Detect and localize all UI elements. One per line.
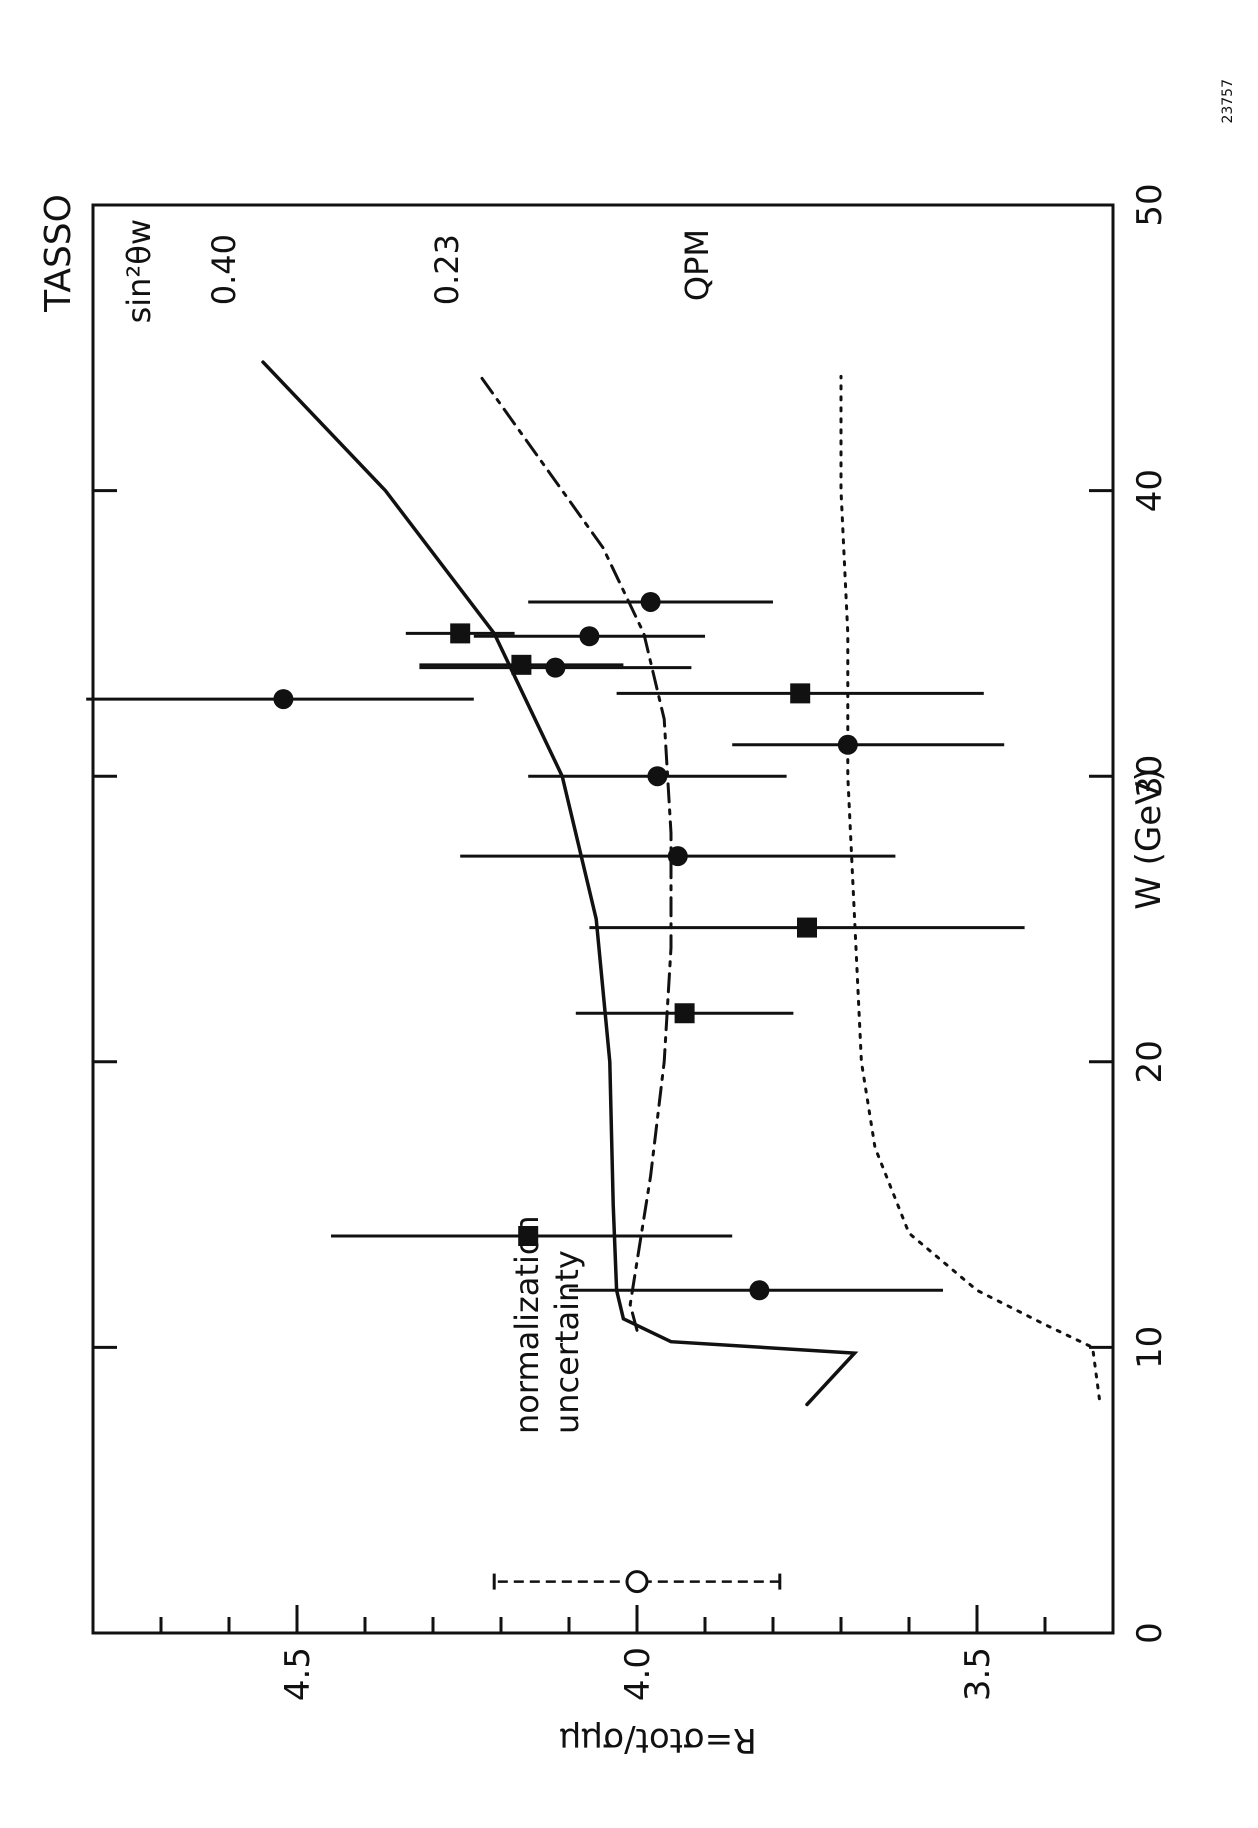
chart-title: TASSO xyxy=(38,194,79,313)
data-point-circle xyxy=(579,626,600,647)
tick-marks: 0 10 20 30 40 50 3.5 4.0 4.5 xyxy=(93,183,1170,1701)
data-point-circle xyxy=(667,846,688,867)
corner-number: 23757 xyxy=(1220,79,1236,124)
data-point-circle xyxy=(545,657,566,678)
data-point-square xyxy=(511,654,532,675)
data-point-square xyxy=(450,623,471,644)
y-axis-label: R=σtot/σμμ xyxy=(559,1720,756,1760)
y-tick-label: 4.0 xyxy=(618,1647,658,1701)
x-tick-label: 30 xyxy=(1130,755,1170,798)
normalization-marker xyxy=(492,1570,782,1594)
data-point-circle xyxy=(640,591,661,612)
plot-frame xyxy=(91,203,1115,1635)
curve-label-023: 0.23 xyxy=(428,234,466,305)
data-point-square xyxy=(790,683,811,704)
x-tick-label: 50 xyxy=(1130,183,1170,226)
legend-title: sin²θw xyxy=(120,219,158,323)
curve-023 xyxy=(479,374,673,1332)
theory-curves xyxy=(261,360,1101,1407)
curve-040 xyxy=(261,360,859,1407)
curve-QPM xyxy=(839,374,1101,1401)
data-point-square xyxy=(797,917,817,938)
x-axis-label: W (GeV) xyxy=(1129,768,1169,909)
y-tick-label: 3.5 xyxy=(958,1647,998,1701)
text-labels: TASSO W (GeV) R=σtot/σμμ sin²θw normaliz… xyxy=(38,79,1236,1760)
data-point-circle xyxy=(837,734,858,755)
x-tick-label: 40 xyxy=(1130,469,1170,512)
data-point-circle xyxy=(749,1280,770,1301)
data-point-circle xyxy=(647,766,668,787)
curve-label-040: 0.40 xyxy=(205,234,243,305)
data-point-circle xyxy=(273,689,294,710)
x-tick-label: 0 xyxy=(1130,1622,1170,1644)
norm-open-circle xyxy=(625,1570,649,1594)
y-tick-label: 4.5 xyxy=(278,1647,318,1701)
norm-label-line1: normalization xyxy=(508,1215,546,1434)
x-tick-label: 20 xyxy=(1130,1040,1170,1083)
data-point-square xyxy=(674,1003,695,1024)
norm-label-line2: uncertainty xyxy=(548,1250,586,1434)
x-tick-label: 10 xyxy=(1130,1326,1170,1369)
data-points xyxy=(86,591,1025,1301)
curve-label-qpm: QPM xyxy=(678,229,716,301)
data-point-square xyxy=(518,1226,539,1247)
